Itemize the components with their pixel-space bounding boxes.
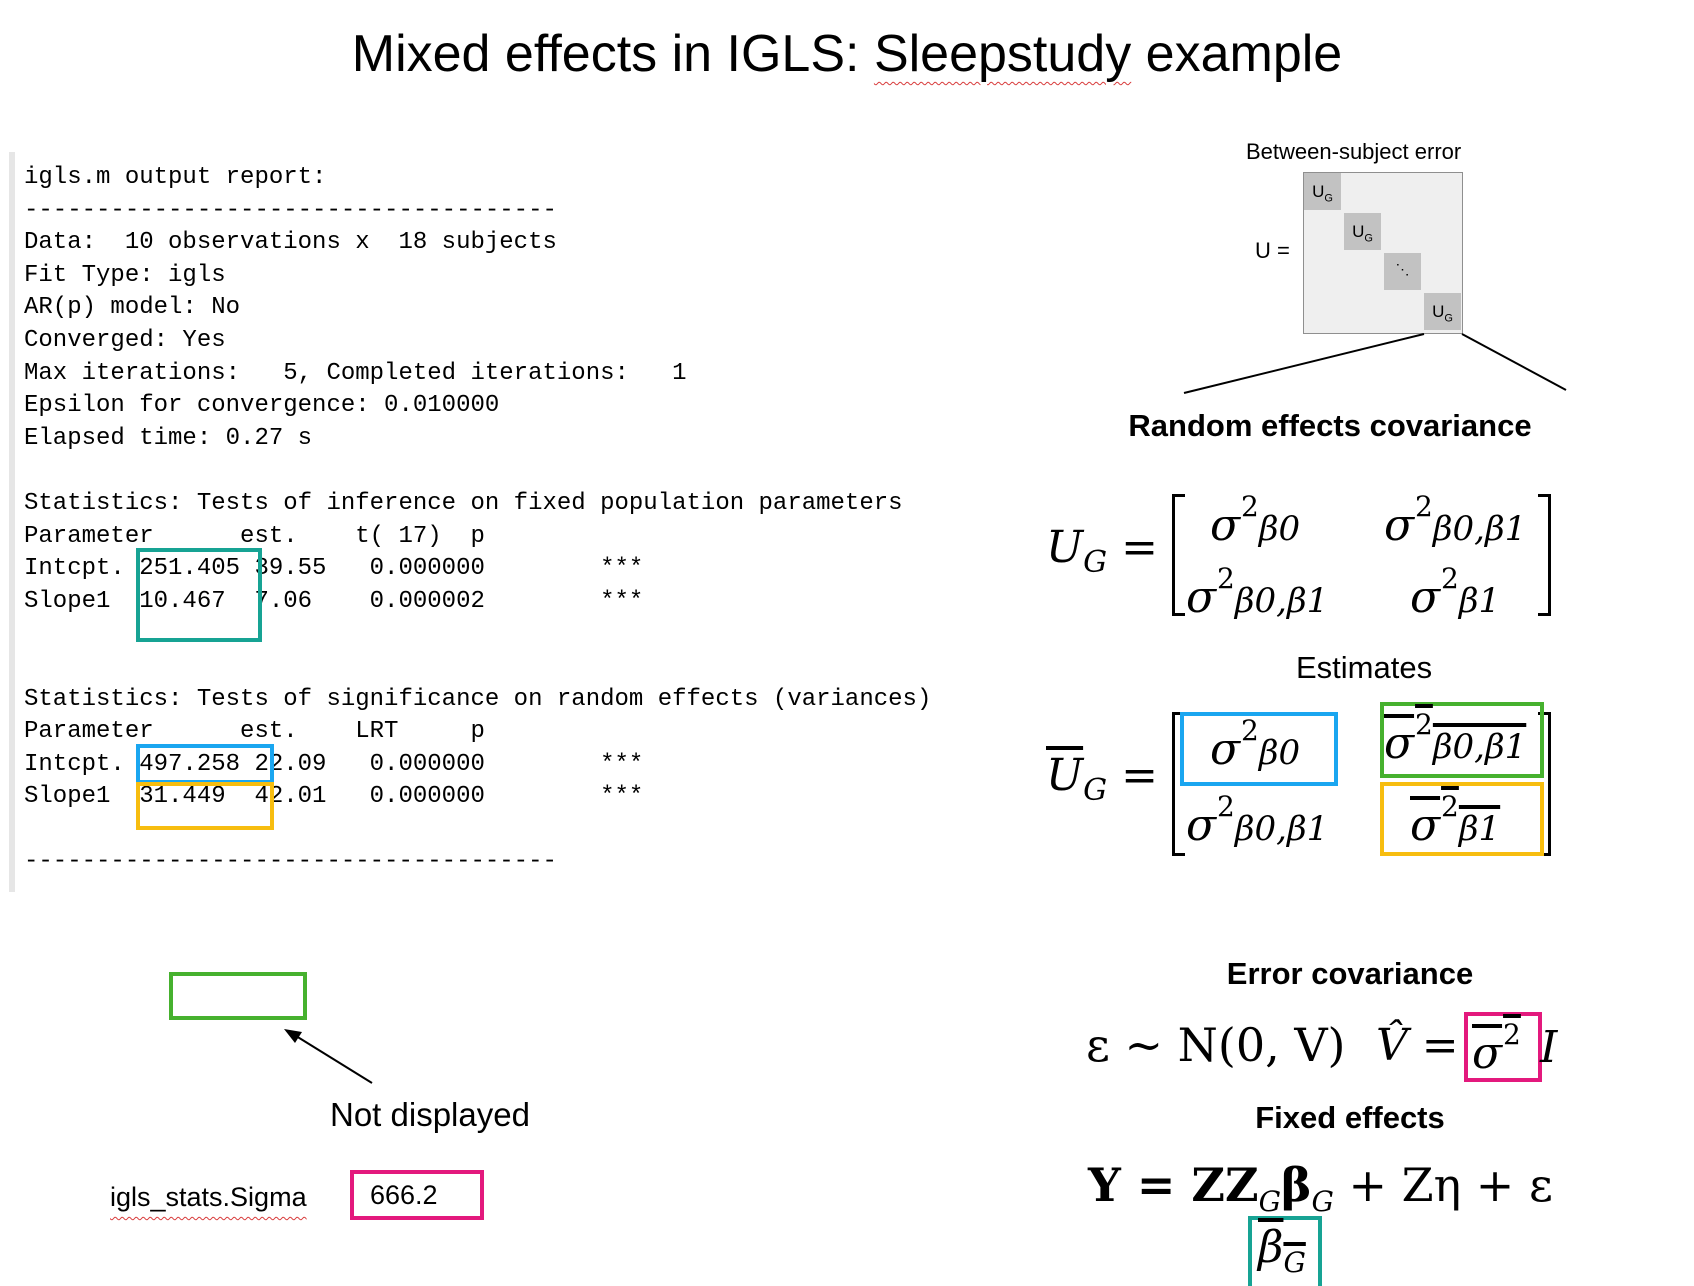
estimate-sigma-b0b1: σ2β0,β1 [1384,708,1527,769]
identity-matrix: I [1540,1022,1558,1073]
report-line: AR(p) model: No [24,294,241,322]
report-line: Slope1 10.467 7.06 0.000002 *** [24,587,644,615]
fixed-effects-heading: Fixed effects [1255,1100,1445,1135]
arrow-head [284,1029,302,1043]
sigma-value: 666.2 [350,1170,484,1220]
report-line: igls.m output report: [24,164,327,191]
estimate-sigma-b0b1-lower: σ2β0,β1 [1186,790,1329,851]
report-line: Intcpt. 497.258 22.09 0.000000 *** [24,750,644,778]
zoom-line-left [1183,333,1425,394]
estimate-b1-box [1380,782,1544,856]
report-line: Parameter est. LRT p [24,718,485,746]
matrix-block: UG [1424,293,1461,330]
matrix-u-label: U = [1255,238,1290,263]
report-line: Data: 10 observations x 18 subjects [24,229,557,257]
report-line: ------------------------------------- [24,196,557,224]
report-line: Max iterations: 5, Completed iterations:… [24,359,687,387]
beta-hat: βG [1258,1222,1306,1279]
report-line: Parameter est. t( 17) p [24,522,485,550]
report-sidebar-bar [9,152,15,892]
entry-sigma-b0b1: σ2β0,β1 [1186,562,1329,623]
estimate-sigma-b1: σ2β1 [1410,790,1501,851]
report-line: Statistics: Tests of significance on ran… [24,685,932,713]
not-displayed-label: Not displayed [330,1096,530,1133]
fixed-effects-formula: Y = ZZGβG + Zη + ε [1088,1158,1553,1219]
fixed-estimates-highlight [136,548,262,642]
left-bracket [1172,494,1185,616]
report-line: Epsilon for convergence: 0.010000 [24,392,500,420]
estimate-b0-box [1180,712,1338,786]
slope-variance-highlight [136,782,274,830]
random-effects-heading: Random effects covariance [1128,408,1532,443]
error-model-formula: ε ~ N(0, V) [1086,1018,1346,1072]
left-bracket-hat [1172,712,1185,856]
slide-title: Mixed effects in IGLS: Sleepstudy exampl… [0,18,1694,90]
matrix-block: UG [1304,173,1341,210]
between-subject-matrix: UG UG ⋱ UG [1303,172,1463,334]
arrow-shaft [287,1030,373,1084]
estimates-heading: Estimates [1296,650,1433,685]
entry-sigma-b1: σ2β1 [1410,562,1501,623]
report-line: Converged: Yes [24,326,226,354]
zoom-line-right [1461,333,1567,391]
matrix-block: UG [1344,213,1381,250]
matrix-ellipsis: ⋱ [1384,253,1421,290]
report-line: ------------------------------------- [24,848,557,876]
sigma-hat: σ2 [1472,1018,1521,1079]
right-bracket [1538,494,1551,616]
not-displayed-box [169,972,307,1020]
report-line: Elapsed time: 0.27 s [24,424,313,452]
sigma-hat-box [1464,1012,1542,1082]
title-part-3: example [1131,25,1343,83]
entry-sigma-b0: σ2β0 [1210,490,1301,551]
igls-output-report: igls.m output report: ------------------… [24,162,931,879]
title-part-1: Mixed effects in IGLS: [351,25,874,83]
right-bracket-hat [1538,712,1551,856]
report-line: Slope1 31.449 42.01 0.000000 *** [24,783,644,811]
matrix-caption: Between-subject error [1246,139,1462,164]
report-line: Intcpt. 251.405 39.55 0.000000 *** [24,555,644,583]
v-hat-formula: V̂ = [1376,1020,1459,1071]
estimate-sigma-b0: σ2β0 [1210,714,1301,775]
ug-hat-lhs: UG = [1046,750,1158,808]
report-line: Fit Type: igls [24,261,226,289]
report-line: Statistics: Tests of inference on fixed … [24,489,903,517]
entry-sigma-b0b1: σ2β0,β1 [1384,490,1527,551]
beta-hat-box [1248,1216,1322,1286]
error-covariance-heading: Error covariance [1226,956,1474,991]
sigma-label: igls_stats.Sigma [110,1182,307,1212]
ug-lhs: UG = [1046,522,1158,580]
title-part-2: Sleepstudy [873,25,1132,83]
estimate-b0b1-box [1380,702,1544,778]
